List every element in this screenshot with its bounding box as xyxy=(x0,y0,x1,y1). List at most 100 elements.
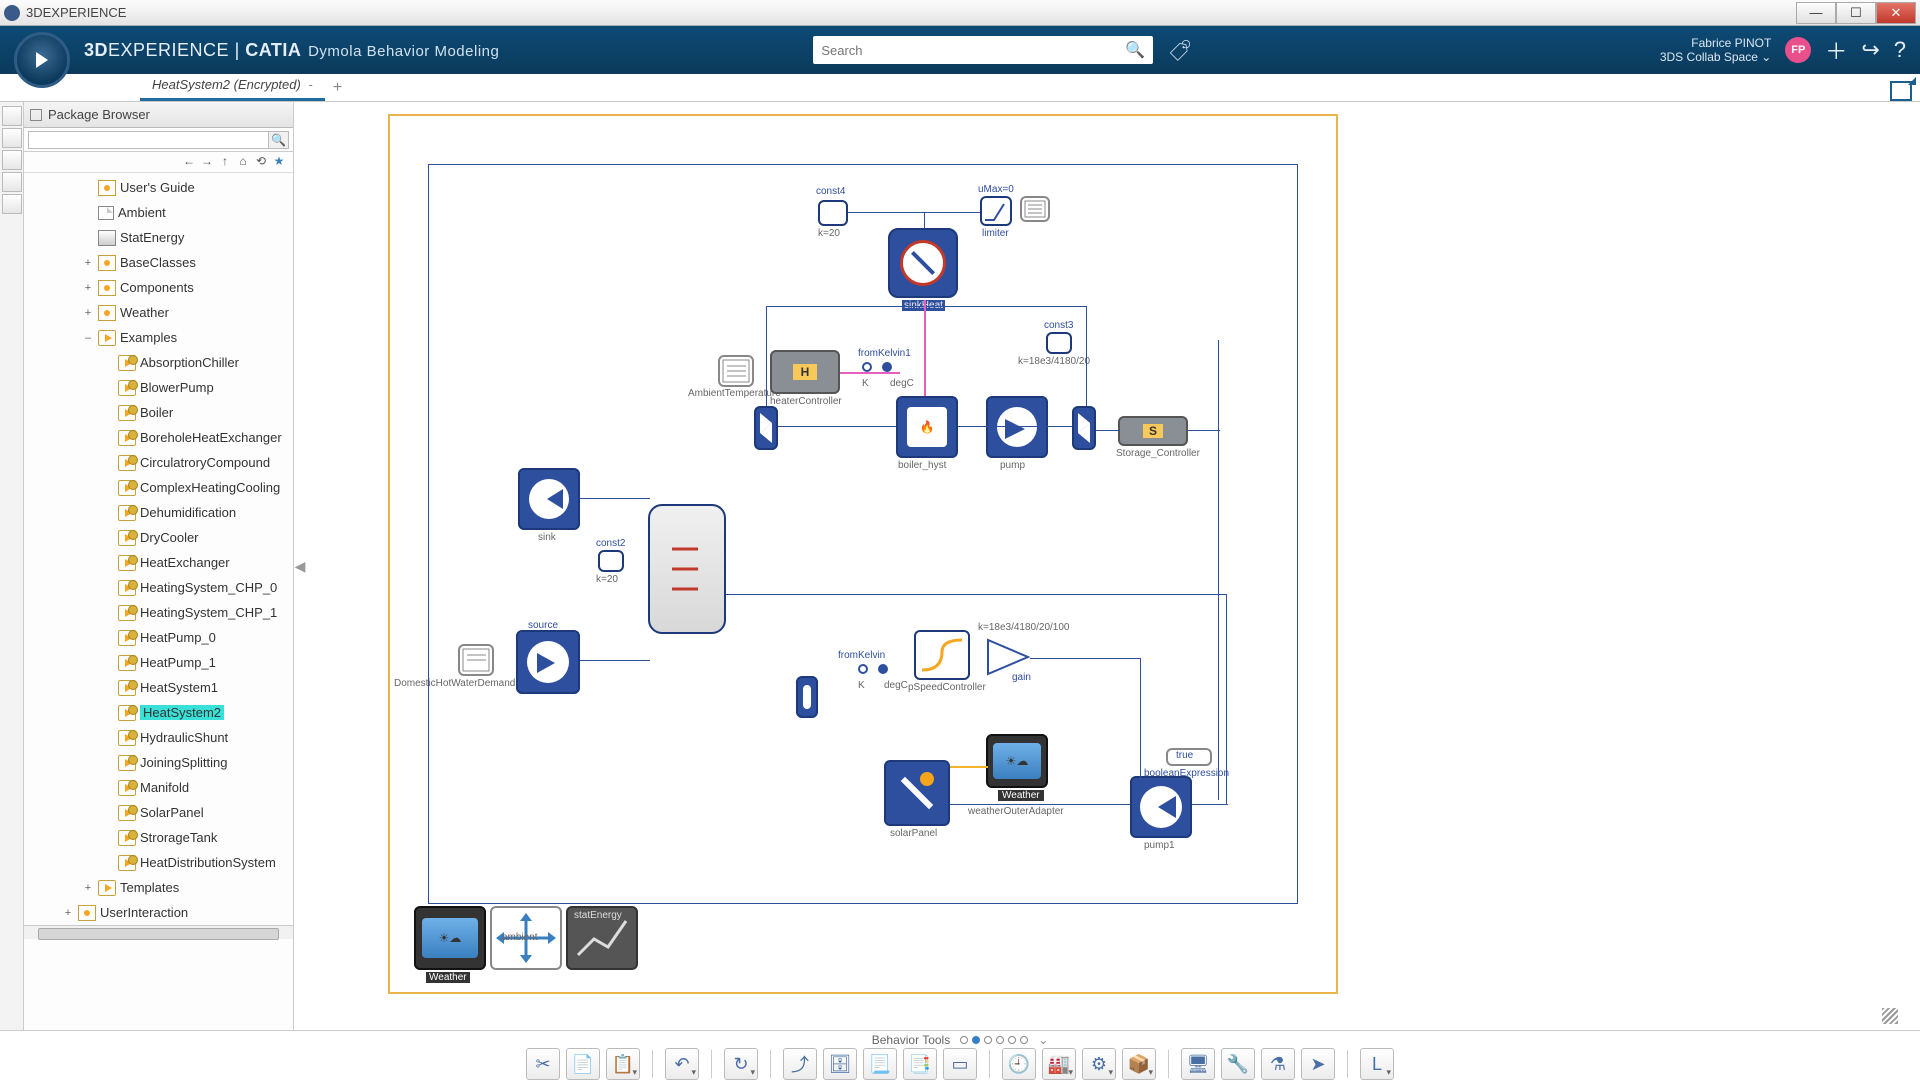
splitter-handle[interactable]: ◀ xyxy=(294,102,306,1030)
tool-button[interactable]: ⚗ xyxy=(1261,1048,1295,1080)
search-input[interactable] xyxy=(821,43,1125,58)
source-block[interactable] xyxy=(516,630,580,694)
add-tab-button[interactable]: + xyxy=(325,75,350,101)
limiter-block[interactable] xyxy=(980,196,1012,226)
tree-node[interactable]: User's Guide xyxy=(24,175,293,200)
tool-button[interactable]: 📃 xyxy=(863,1048,897,1080)
tool-button[interactable]: ↻▾ xyxy=(724,1048,758,1080)
package-search-go[interactable]: 🔍 xyxy=(269,131,289,149)
tag-icon[interactable]: 🏷 xyxy=(1168,37,1193,62)
const4-block[interactable] xyxy=(818,200,848,226)
tree-node[interactable]: Ambient xyxy=(24,200,293,225)
rail-button[interactable] xyxy=(2,128,22,148)
compass-icon[interactable] xyxy=(14,32,70,88)
tree-node[interactable]: +UserInteraction xyxy=(24,900,293,925)
tree-node[interactable]: DryCooler xyxy=(24,525,293,550)
rail-button[interactable] xyxy=(2,172,22,192)
log-block2[interactable] xyxy=(718,355,754,387)
tool-icon[interactable]: ↑ xyxy=(217,154,233,170)
tool-icon[interactable]: ★ xyxy=(271,154,287,170)
tool-button[interactable]: ✂ xyxy=(526,1048,560,1080)
tree-node[interactable]: Boiler xyxy=(24,400,293,425)
diagram-canvas[interactable]: const4 k=20 uMax=0 limiter sinkHeat Ambi… xyxy=(318,110,1900,1026)
tool-button[interactable]: 📑 xyxy=(903,1048,937,1080)
rail-button[interactable] xyxy=(2,106,22,126)
tree-node[interactable]: HeatPump_0 xyxy=(24,625,293,650)
tree-node[interactable]: Manifold xyxy=(24,775,293,800)
tool-button[interactable]: 🖥 xyxy=(1181,1048,1215,1080)
sink-block[interactable] xyxy=(518,468,580,530)
tree-node[interactable]: +Weather xyxy=(24,300,293,325)
tree-node[interactable]: HeatDistributionSystem xyxy=(24,850,293,875)
rail-button[interactable] xyxy=(2,150,22,170)
tree-node[interactable]: CirculatroryCompound xyxy=(24,450,293,475)
search-box[interactable]: 🔍 xyxy=(813,36,1153,64)
tool-button[interactable]: 🏭▾ xyxy=(1042,1048,1076,1080)
const3-block[interactable] xyxy=(1046,332,1072,354)
tree-node[interactable]: Dehumidification xyxy=(24,500,293,525)
tool-button[interactable]: ➤ xyxy=(1301,1048,1335,1080)
sinkheat-block[interactable] xyxy=(888,228,958,298)
tree-node[interactable]: HeatingSystem_CHP_0 xyxy=(24,575,293,600)
tree-node[interactable]: BoreholeHeatExchanger xyxy=(24,425,293,450)
tree-node[interactable]: BlowerPump xyxy=(24,375,293,400)
tool-button[interactable]: 🕘 xyxy=(1002,1048,1036,1080)
page-dots[interactable] xyxy=(958,1033,1030,1047)
maximize-button[interactable]: ☐ xyxy=(1836,2,1876,24)
tree-node[interactable]: +BaseClasses xyxy=(24,250,293,275)
tree-node[interactable]: –Examples xyxy=(24,325,293,350)
tree-node[interactable]: JoiningSplitting xyxy=(24,750,293,775)
demand-block[interactable] xyxy=(458,644,494,676)
tree-node[interactable]: HydraulicShunt xyxy=(24,725,293,750)
tree-node[interactable]: SolarPanel xyxy=(24,800,293,825)
storage-controller-block[interactable]: S xyxy=(1118,416,1188,446)
tool-icon[interactable]: ← xyxy=(181,154,197,170)
tree-node[interactable]: HeatPump_1 xyxy=(24,650,293,675)
tool-button[interactable]: 🔧 xyxy=(1221,1048,1255,1080)
package-tree[interactable]: User's GuideAmbientStatEnergy+BaseClasse… xyxy=(24,173,293,1030)
const2-block[interactable] xyxy=(598,550,624,572)
boiler-block[interactable]: 🔥 xyxy=(896,396,958,458)
tool-button[interactable]: ⚙▾ xyxy=(1082,1048,1116,1080)
tree-node[interactable]: ComplexHeatingCooling xyxy=(24,475,293,500)
rail-button[interactable] xyxy=(2,194,22,214)
tool-button[interactable]: L▾ xyxy=(1360,1048,1394,1080)
tab-heatsystem2[interactable]: HeatSystem2 (Encrypted) - xyxy=(140,72,325,101)
solar-panel-block[interactable] xyxy=(884,760,950,826)
weather-bottom-block[interactable]: ☀☁ xyxy=(414,906,486,970)
tree-node[interactable]: HeatSystem1 xyxy=(24,675,293,700)
speed-controller-block[interactable] xyxy=(914,630,970,680)
share-icon[interactable]: ↪ xyxy=(1861,37,1879,63)
resize-grip[interactable] xyxy=(1882,1008,1898,1024)
tool-button[interactable]: ▭ xyxy=(943,1048,977,1080)
tool-icon[interactable]: → xyxy=(199,154,215,170)
pump-block[interactable] xyxy=(986,396,1048,458)
log-block[interactable] xyxy=(1020,196,1050,222)
tool-button[interactable]: ⤴ xyxy=(783,1048,817,1080)
tool-icon[interactable]: ⌂ xyxy=(235,154,251,170)
help-icon[interactable]: ? xyxy=(1894,37,1906,63)
tool-button[interactable]: 📋▾ xyxy=(606,1048,640,1080)
user-block[interactable]: Fabrice PINOT 3DS Collab Space ⌄ xyxy=(1660,36,1771,64)
valve-left[interactable] xyxy=(754,406,778,450)
tree-node[interactable]: HeatSystem2 xyxy=(24,700,293,725)
tree-node[interactable]: +Templates xyxy=(24,875,293,900)
tree-node[interactable]: HeatExchanger xyxy=(24,550,293,575)
tool-button[interactable]: ↶▾ xyxy=(665,1048,699,1080)
close-button[interactable]: ✕ xyxy=(1876,2,1916,24)
package-search-input[interactable] xyxy=(28,131,269,149)
sensor-block[interactable] xyxy=(796,676,818,718)
avatar[interactable]: FP xyxy=(1785,37,1811,63)
storage-tank-block[interactable] xyxy=(648,504,726,634)
tree-node[interactable]: HeatingSystem_CHP_1 xyxy=(24,600,293,625)
tab-close-icon[interactable]: - xyxy=(308,77,312,92)
pump1-block[interactable] xyxy=(1130,776,1192,838)
search-icon[interactable]: 🔍 xyxy=(1125,40,1145,60)
expand-view-icon[interactable] xyxy=(1890,81,1912,101)
tree-h-scrollbar[interactable] xyxy=(24,925,293,939)
tree-node[interactable]: StrorageTank xyxy=(24,825,293,850)
tool-button[interactable]: 📦▾ xyxy=(1122,1048,1156,1080)
chevron-down-icon[interactable]: ⌄ xyxy=(1038,1033,1048,1047)
tool-button[interactable]: 📄 xyxy=(566,1048,600,1080)
tree-node[interactable]: +Components xyxy=(24,275,293,300)
